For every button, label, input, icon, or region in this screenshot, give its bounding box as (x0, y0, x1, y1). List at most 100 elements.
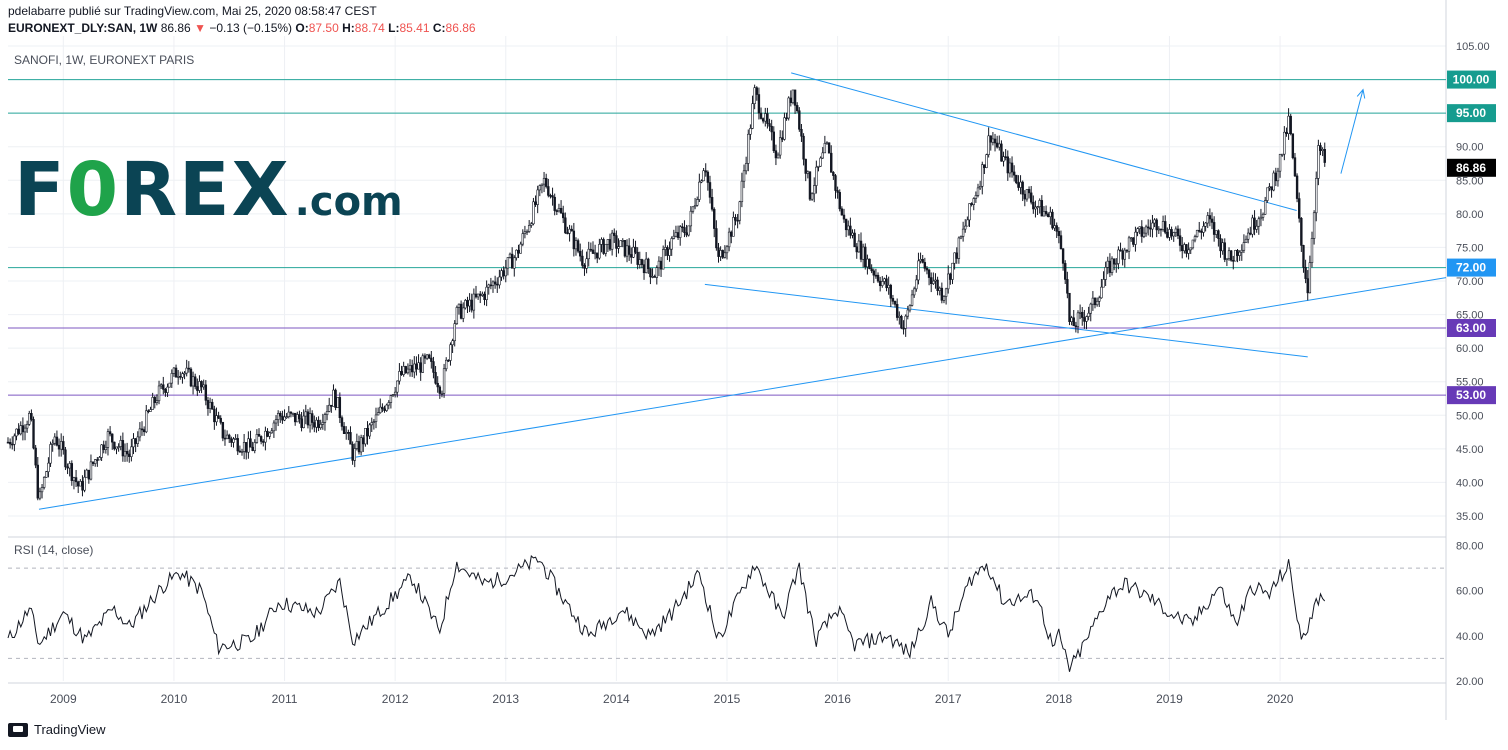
candle-body (19, 425, 22, 435)
candle-body (400, 371, 403, 375)
candle-body (45, 471, 48, 478)
candle-body (357, 441, 361, 453)
candle-body (181, 373, 184, 378)
candle-body (974, 195, 978, 199)
candle-body (228, 434, 231, 440)
candle-body (778, 137, 782, 156)
candle-body (740, 180, 744, 203)
candle-body (1295, 175, 1299, 199)
candle-body (351, 443, 354, 461)
candle-body (474, 293, 478, 298)
forecast-arrow (1340, 89, 1364, 174)
candle-body (1004, 156, 1007, 158)
candle-body (672, 235, 676, 239)
price-series (6, 84, 1326, 501)
candle-body (142, 429, 146, 433)
candle-body (551, 195, 554, 198)
candle-body (1298, 198, 1301, 219)
candle-body (472, 293, 476, 311)
candle-body (483, 293, 486, 300)
candle-body (25, 424, 29, 429)
candle-body (696, 199, 699, 206)
candle-body (15, 428, 18, 437)
candle-body (791, 89, 795, 103)
candle-body (251, 446, 254, 451)
candle-body (755, 87, 758, 95)
candle-body (340, 417, 344, 427)
candle-body (447, 359, 450, 362)
candle-body (347, 432, 350, 434)
candle-body (159, 384, 163, 387)
symbol-name[interactable]: EURONEXT_DLY:SAN, 1W (8, 21, 158, 35)
candle-body (1055, 225, 1058, 232)
candle-body (1123, 249, 1126, 260)
candle-body (1240, 249, 1243, 253)
candle-body (1023, 193, 1027, 200)
candle-body (1317, 145, 1320, 179)
candle-body (957, 237, 961, 259)
candle-body (525, 231, 529, 233)
forex-logo: F0REX .com (14, 150, 403, 242)
candle-body (944, 288, 948, 297)
candle-body (1098, 297, 1101, 302)
candle-body (504, 267, 507, 277)
candle-body (562, 212, 565, 219)
candle-body (566, 232, 569, 235)
candle-body (1095, 300, 1099, 306)
candle-body (1144, 226, 1148, 234)
candle-body (157, 385, 161, 402)
candle-body (940, 287, 944, 301)
candle-body (445, 359, 448, 370)
candle-body (376, 412, 380, 416)
candle-body (364, 428, 367, 445)
candle-body (1083, 317, 1086, 322)
candle-body (604, 243, 607, 254)
candle-body (145, 410, 148, 433)
candle-body (893, 301, 897, 305)
level-price-tag-text: 100.00 (1453, 73, 1490, 87)
candle-body (581, 255, 584, 266)
candle-body (830, 152, 833, 173)
candle-body (881, 281, 884, 286)
candle-body (470, 299, 473, 311)
candle-body (849, 225, 852, 236)
candle-body (121, 440, 125, 457)
level-price-tag (1447, 104, 1496, 123)
candle-body (1287, 115, 1290, 134)
candle-body (481, 293, 484, 296)
candle-body (1227, 250, 1231, 260)
candle-body (900, 315, 903, 329)
candle-body (1232, 259, 1235, 262)
tradingview-footer[interactable]: TradingView (8, 722, 106, 737)
candle-body (600, 239, 603, 245)
open-value: 87.50 (308, 21, 339, 35)
candle-body (370, 422, 373, 426)
level-price-tag-text: 95.00 (1456, 106, 1486, 120)
candle-body (266, 430, 269, 437)
candle-body (625, 245, 629, 257)
level-price-tag (1447, 258, 1496, 277)
candle-body (1212, 222, 1216, 235)
candle-body (530, 223, 533, 226)
candle-body (1283, 131, 1286, 155)
candle-body (440, 393, 444, 395)
candle-body (57, 444, 61, 450)
candle-body (1315, 178, 1318, 214)
time-tick-label: 2019 (1156, 692, 1183, 706)
candle-body (1064, 263, 1067, 280)
candle-body (781, 137, 784, 140)
candle-body (1249, 232, 1252, 235)
candle-body (542, 177, 546, 185)
candle-body (1102, 279, 1105, 288)
logo-zero: 0 (66, 147, 121, 233)
candle-body (40, 487, 44, 493)
candle-body (496, 283, 499, 286)
candle-body (106, 431, 110, 448)
candle-body (602, 239, 605, 254)
candle-body (579, 250, 582, 257)
trendline (704, 283, 1308, 358)
candle-body (923, 262, 927, 269)
candle-body (1149, 227, 1152, 230)
candle-body (296, 414, 299, 423)
